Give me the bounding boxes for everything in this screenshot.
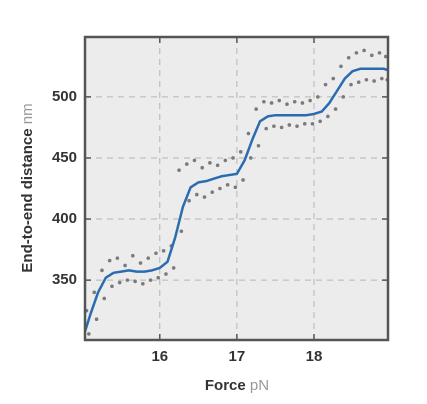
data-point bbox=[248, 156, 253, 160]
data-point bbox=[215, 163, 220, 168]
data-point bbox=[171, 266, 176, 270]
data-point bbox=[194, 192, 199, 197]
data-point bbox=[354, 51, 359, 55]
data-point bbox=[292, 99, 297, 104]
data-point bbox=[110, 284, 114, 289]
data-point bbox=[225, 183, 230, 187]
data-point bbox=[146, 256, 151, 260]
data-point bbox=[210, 190, 215, 194]
data-point bbox=[125, 278, 130, 282]
data-point bbox=[131, 253, 135, 258]
data-point bbox=[177, 168, 181, 172]
fit-line bbox=[83, 67, 389, 332]
x-tick-label: 17 bbox=[229, 348, 246, 365]
data-point bbox=[241, 178, 245, 182]
data-point bbox=[287, 123, 292, 127]
data-point bbox=[349, 82, 353, 87]
data-point bbox=[333, 107, 338, 111]
data-point bbox=[256, 143, 261, 148]
data-point bbox=[377, 51, 382, 55]
data-point bbox=[138, 261, 143, 265]
data-point bbox=[87, 332, 91, 336]
data-point bbox=[154, 251, 158, 256]
data-point bbox=[269, 101, 274, 105]
data-point bbox=[92, 290, 97, 295]
data-point bbox=[310, 121, 315, 126]
data-point bbox=[279, 125, 284, 130]
data-point bbox=[262, 99, 266, 104]
data-point bbox=[323, 82, 328, 87]
data-point bbox=[295, 124, 299, 128]
data-point bbox=[107, 258, 112, 263]
data-point bbox=[341, 95, 346, 99]
data-point bbox=[383, 54, 388, 59]
data-point bbox=[346, 55, 351, 60]
data-point bbox=[326, 114, 330, 119]
data-point bbox=[238, 150, 243, 154]
y-axis-unit: nm bbox=[19, 103, 36, 124]
data-point bbox=[115, 256, 120, 260]
data-point bbox=[200, 165, 204, 170]
data-point bbox=[148, 278, 153, 282]
data-point bbox=[308, 98, 312, 103]
data-point bbox=[331, 76, 336, 81]
data-point bbox=[102, 296, 107, 301]
data-point bbox=[100, 268, 104, 273]
y-tick-label: 350 bbox=[52, 271, 77, 288]
data-point bbox=[254, 107, 258, 111]
data-point bbox=[94, 317, 99, 322]
data-point bbox=[231, 156, 235, 160]
x-axis-unit: pN bbox=[250, 377, 269, 394]
data-point bbox=[117, 280, 122, 285]
data-point bbox=[156, 275, 161, 280]
data-point bbox=[202, 195, 207, 199]
data-point bbox=[302, 121, 307, 126]
data-point bbox=[218, 186, 222, 191]
y-tick-label: 500 bbox=[52, 88, 77, 105]
data-point bbox=[184, 162, 189, 166]
data-point bbox=[285, 102, 289, 106]
x-axis-title: Force bbox=[205, 377, 246, 394]
data-point bbox=[370, 53, 374, 58]
x-tick-label: 18 bbox=[306, 348, 323, 365]
data-point bbox=[318, 119, 322, 124]
data-point bbox=[123, 263, 127, 268]
y-tick-label: 450 bbox=[52, 149, 77, 166]
data-point bbox=[362, 48, 366, 53]
x-tick-label: 16 bbox=[151, 348, 168, 365]
data-point bbox=[179, 229, 184, 234]
data-point bbox=[161, 249, 166, 253]
y-tick-label: 400 bbox=[52, 210, 77, 227]
data-point bbox=[233, 185, 238, 190]
data-point bbox=[264, 126, 268, 131]
y-axis-title: End-to-end distance bbox=[19, 128, 36, 272]
data-point bbox=[316, 95, 320, 99]
plot-layer bbox=[83, 37, 390, 340]
data-point bbox=[372, 79, 376, 83]
data-point bbox=[339, 64, 343, 69]
data-point bbox=[356, 80, 361, 85]
data-point bbox=[192, 158, 197, 163]
data-point bbox=[364, 77, 369, 82]
x-axis-label: Force pN bbox=[205, 377, 269, 394]
data-point bbox=[164, 272, 168, 276]
data-point bbox=[187, 198, 191, 203]
data-point bbox=[223, 158, 228, 163]
data-point bbox=[133, 279, 137, 284]
data-point bbox=[272, 124, 276, 128]
data-point bbox=[300, 101, 305, 105]
data-point bbox=[277, 98, 282, 103]
data-point bbox=[246, 131, 251, 136]
data-point bbox=[208, 161, 212, 165]
data-point bbox=[380, 76, 384, 81]
y-axis-label: End-to-end distance nm bbox=[19, 103, 36, 272]
data-point bbox=[141, 281, 145, 286]
